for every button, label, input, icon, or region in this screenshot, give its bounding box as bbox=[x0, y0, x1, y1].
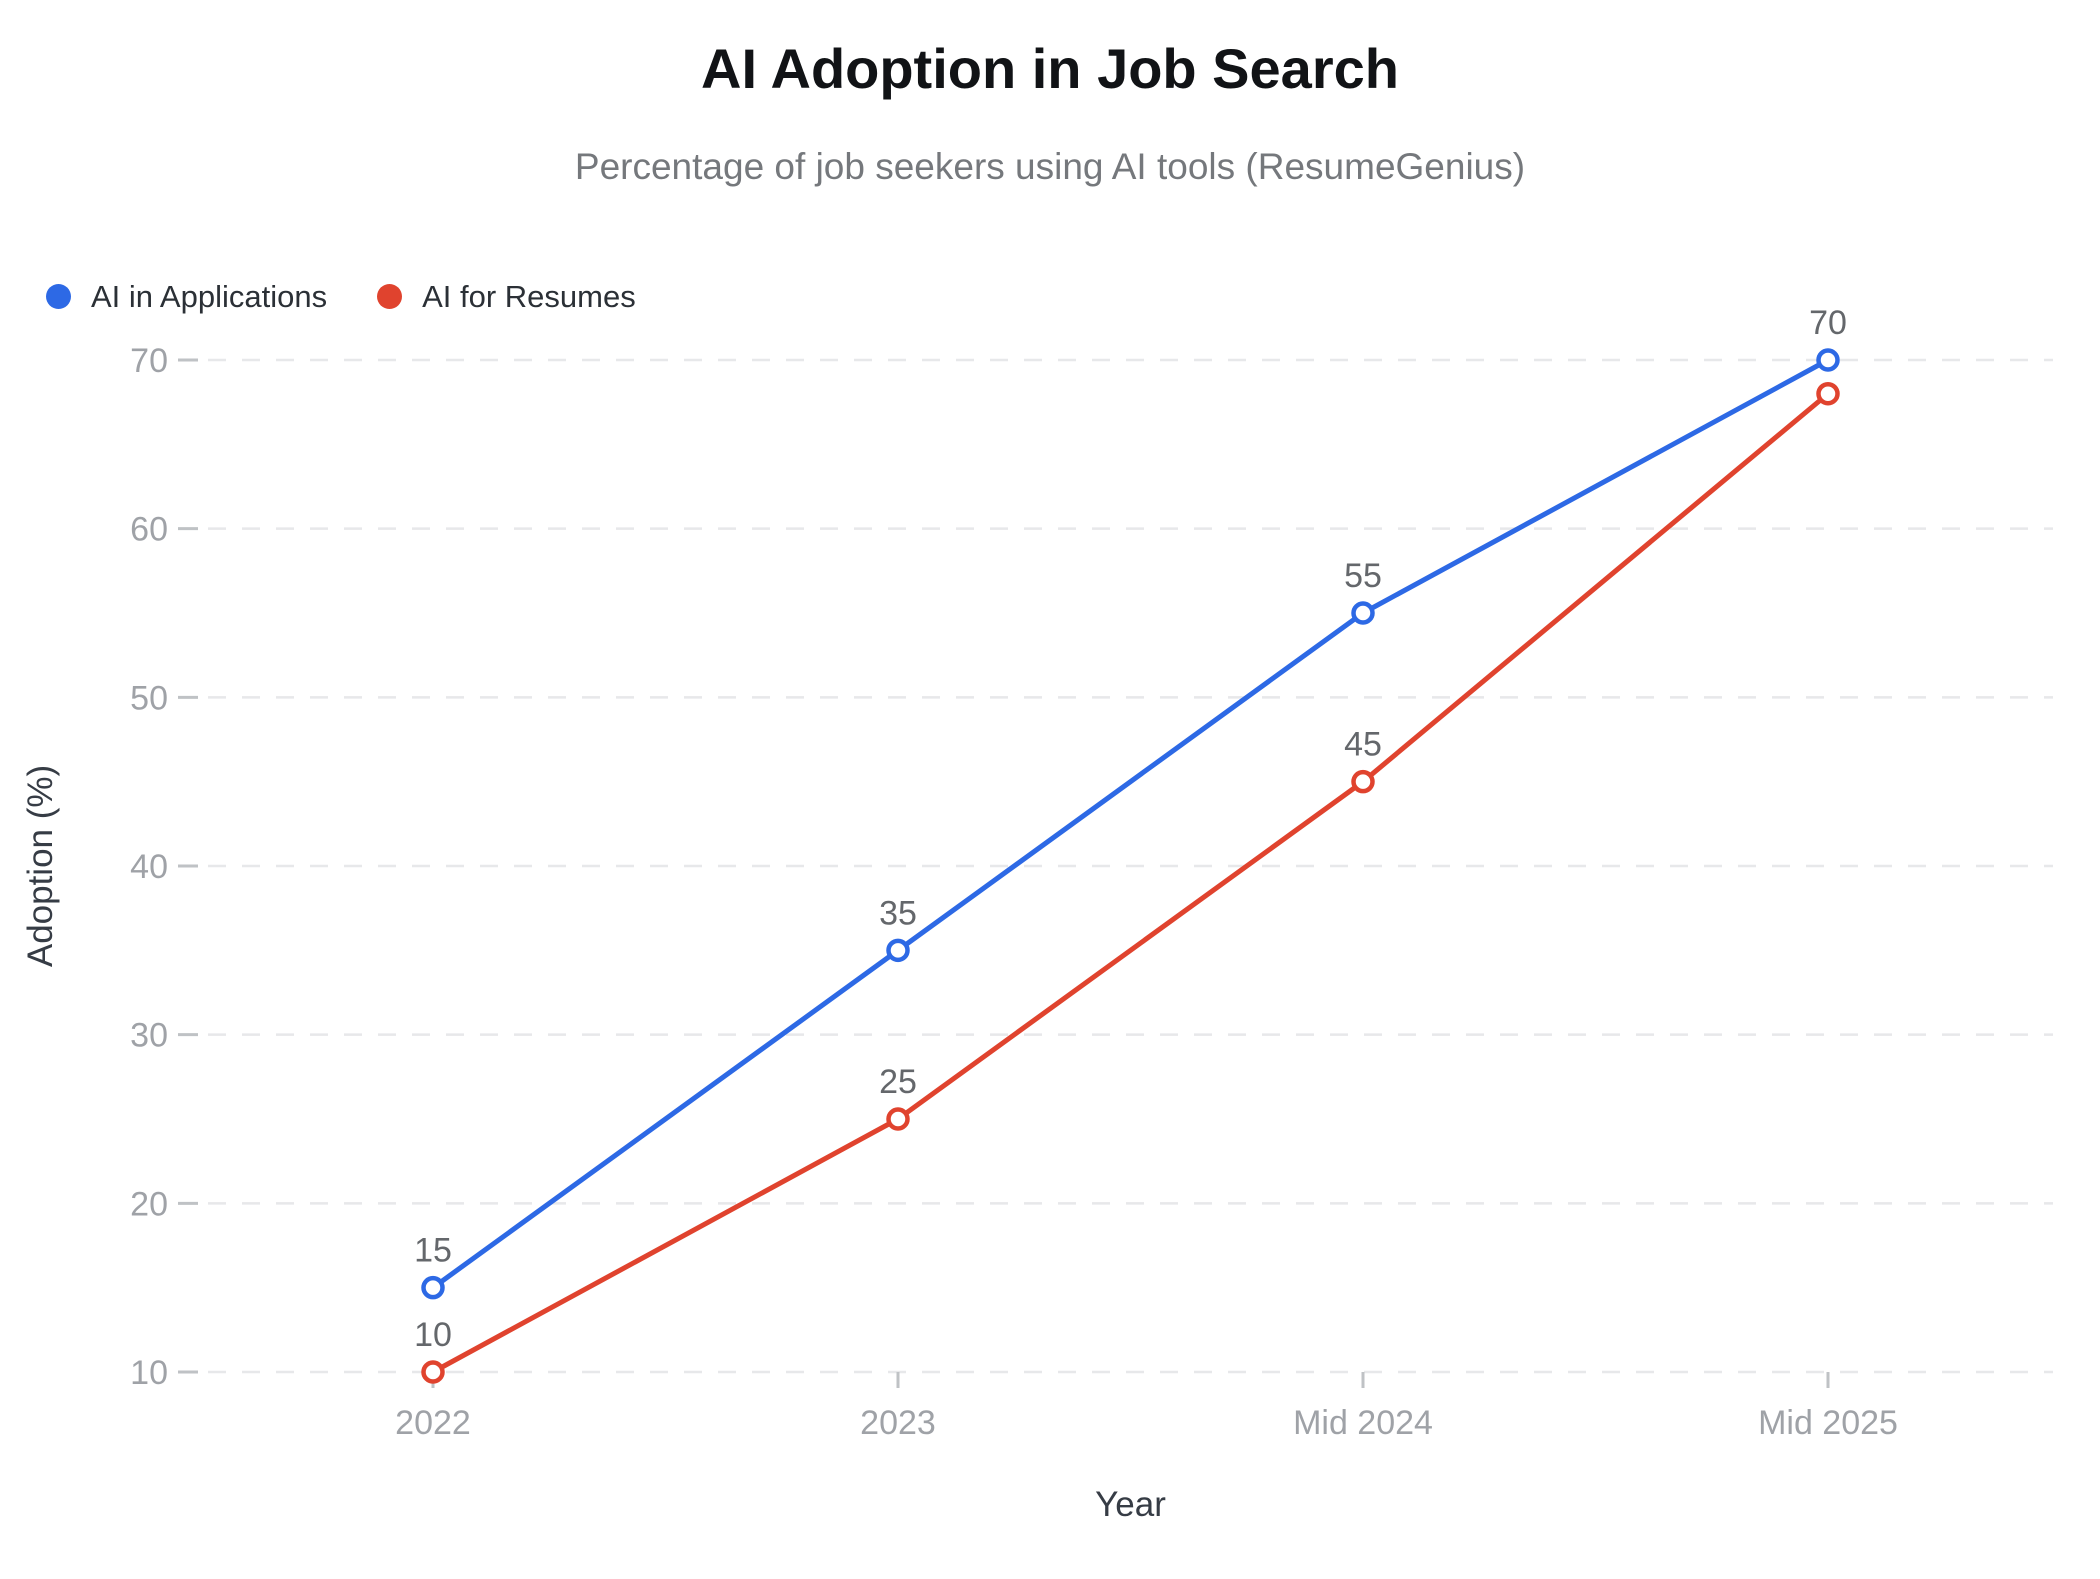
data-label-ai-for-resumes-2023: 25 bbox=[879, 1063, 917, 1101]
data-label-ai-in-applications-2022: 15 bbox=[414, 1232, 452, 1270]
data-label-ai-in-applications-2023: 35 bbox=[879, 894, 917, 932]
y-tick-label-50: 50 bbox=[130, 679, 168, 717]
legend-item-label: AI for Resumes bbox=[422, 279, 636, 314]
data-point-ai-in-applications-2022[interactable] bbox=[421, 1275, 445, 1300]
legend-item-ai-for-resumes[interactable]: AI for Resumes bbox=[377, 281, 636, 312]
legend-item-label: AI in Applications bbox=[91, 279, 328, 314]
legend-item-ai-in-applications[interactable]: AI in Applications bbox=[46, 281, 327, 312]
data-point-ai-for-resumes-2022[interactable] bbox=[421, 1360, 445, 1384]
legend: AI in Applications AI for Resumes bbox=[46, 281, 636, 312]
y-tick-label-10: 10 bbox=[130, 1354, 168, 1392]
y-tick-label-60: 60 bbox=[130, 511, 168, 549]
y-tick-label-40: 40 bbox=[130, 848, 168, 886]
y-tick-label-70: 70 bbox=[130, 342, 168, 380]
series-line-ai-for-resumes bbox=[430, 391, 1831, 1375]
x-tick-label-2023: 2023 bbox=[860, 1404, 936, 1442]
data-label-ai-for-resumes-2022: 10 bbox=[414, 1316, 452, 1354]
chart-title: AI Adoption in Job Search bbox=[701, 37, 1399, 100]
y-tick-label-20: 20 bbox=[130, 1185, 168, 1223]
data-point-ai-for-resumes-2023[interactable] bbox=[886, 1107, 910, 1131]
legend-marker-icon bbox=[46, 284, 71, 309]
data-label-ai-in-applications-mid-2024: 55 bbox=[1344, 557, 1382, 595]
data-point-ai-in-applications-mid-2024[interactable] bbox=[1351, 601, 1375, 625]
data-point-ai-for-resumes-mid-2025[interactable] bbox=[1816, 381, 1840, 406]
data-point-ai-in-applications-2023[interactable] bbox=[886, 938, 910, 963]
x-axis-title: Year bbox=[1095, 1485, 1166, 1524]
series-line-ai-in-applications bbox=[430, 357, 1831, 1291]
x-tick-label-2022: 2022 bbox=[395, 1404, 471, 1442]
legend-marker-icon bbox=[377, 284, 403, 309]
data-label-ai-for-resumes-mid-2024: 45 bbox=[1344, 726, 1382, 764]
x-tick-label-mid-2025: Mid 2025 bbox=[1758, 1404, 1898, 1442]
data-label-ai-in-applications-mid-2025: 70 bbox=[1809, 304, 1847, 342]
data-point-ai-in-applications-mid-2025[interactable] bbox=[1816, 348, 1840, 372]
chart-subtitle: Percentage of job seekers using AI tools… bbox=[574, 146, 1526, 187]
data-point-ai-for-resumes-mid-2024[interactable] bbox=[1351, 769, 1375, 794]
y-tick-label-30: 30 bbox=[130, 1017, 168, 1055]
y-axis-title: Adoption (%) bbox=[21, 765, 60, 967]
x-tick-label-mid-2024: Mid 2024 bbox=[1293, 1404, 1433, 1442]
